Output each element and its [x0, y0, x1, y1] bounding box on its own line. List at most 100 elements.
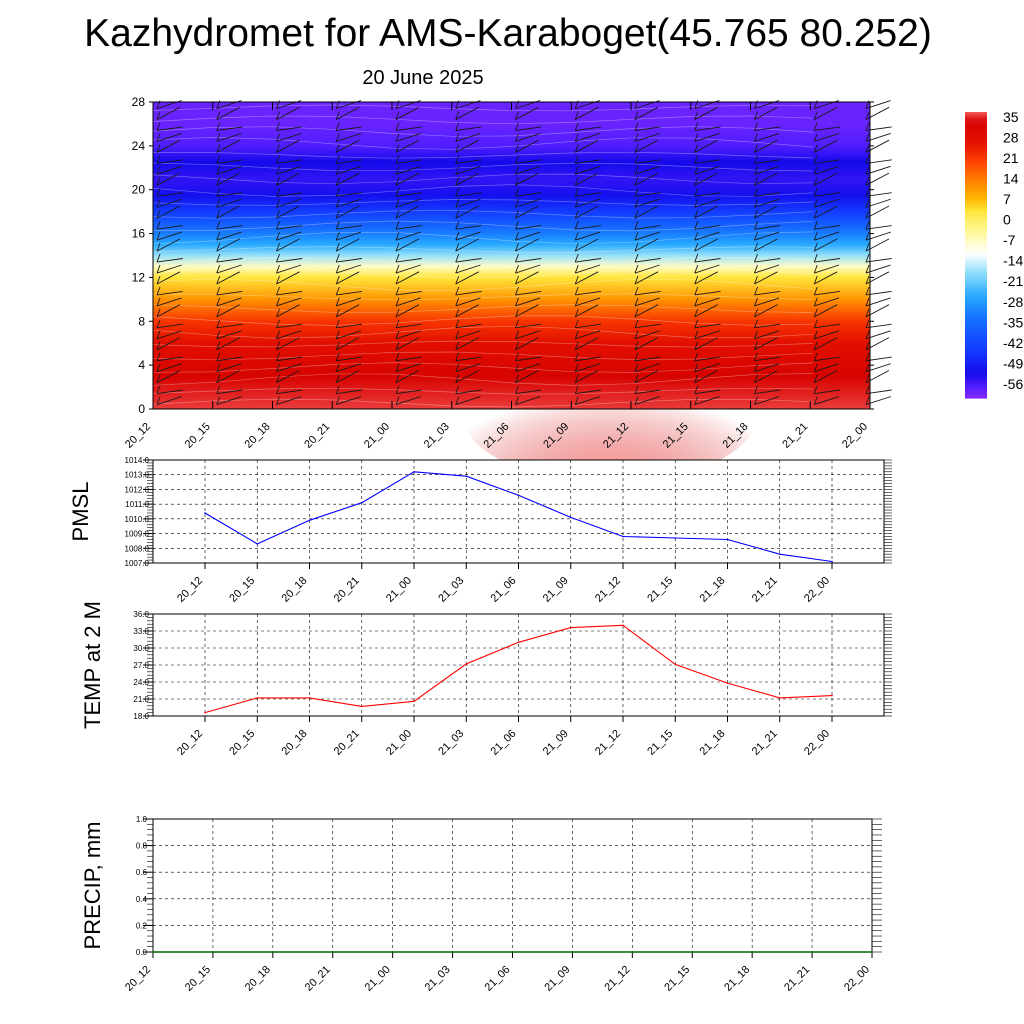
- wind-barb-flag: [455, 253, 460, 263]
- wind-barb: [754, 356, 781, 362]
- wind-barb-flag: [395, 133, 400, 142]
- wind-barb-flag: [754, 122, 758, 131]
- wind-barb: [455, 132, 481, 142]
- wind-barb-flag: [574, 330, 579, 339]
- wind-barb-flag: [694, 264, 699, 274]
- wind-barb: [694, 225, 721, 230]
- wind-barb-flag: [694, 286, 699, 296]
- wind-barb-flag: [694, 231, 699, 241]
- precip-data-point: [332, 951, 334, 953]
- wind-barb-flag: [335, 396, 340, 405]
- wind-barb-flag: [694, 221, 699, 230]
- temp-2m-data-point: [831, 694, 833, 697]
- x-tick-label: 21_15: [645, 575, 675, 605]
- wind-barb: [455, 231, 481, 241]
- wind-barb-flag: [335, 253, 340, 263]
- wind-barb: [156, 205, 181, 219]
- wind-barb-flag: [216, 188, 221, 197]
- wind-barb-flag: [813, 297, 818, 307]
- wind-barb: [515, 389, 542, 395]
- wind-barb-flag: [216, 122, 221, 131]
- wind-barb-flag: [455, 155, 460, 164]
- wind-barb-flag: [276, 253, 280, 263]
- y-tick-label: 0.4: [136, 895, 148, 904]
- wind-barb-flag: [455, 374, 460, 383]
- wind-barb: [634, 297, 660, 307]
- wind-barb-flag: [634, 188, 639, 197]
- wind-barb: [694, 258, 721, 263]
- wind-barb-flag: [694, 210, 699, 219]
- x-tick-label: 21_00: [384, 575, 414, 605]
- colorbar-label: 28: [1003, 130, 1019, 146]
- wind-barb-flag: [216, 363, 221, 372]
- wind-barb-flag: [335, 144, 340, 153]
- wind-barb: [515, 132, 541, 142]
- wind-barb: [754, 165, 780, 175]
- wind-barb-flag: [865, 363, 870, 372]
- wind-barb-flag: [395, 199, 400, 208]
- wind-barb: [455, 323, 482, 329]
- x-tick-label: 21_12: [602, 964, 632, 994]
- wind-barb-flag: [754, 308, 758, 318]
- wind-barb-flag: [813, 188, 818, 197]
- wind-barb-flag: [156, 133, 161, 142]
- wind-barb-flag: [455, 341, 460, 350]
- wind-barb-flag: [335, 210, 340, 219]
- wind-barb: [754, 139, 778, 153]
- wind-barb-flag: [276, 177, 280, 186]
- wind-barb: [216, 159, 243, 164]
- wind-barb-flag: [455, 352, 460, 361]
- wind-barb: [276, 205, 300, 219]
- wind-barb: [575, 370, 599, 384]
- precip-data-point: [511, 951, 514, 953]
- wind-barb: [156, 271, 181, 285]
- wind-barb-flag: [754, 363, 758, 372]
- wind-barb-flag: [156, 330, 161, 339]
- x-tick-label: 20_12: [175, 728, 205, 758]
- wind-barb: [336, 225, 363, 230]
- x-tick-label: 21_15: [662, 964, 692, 994]
- wind-barb-flag: [216, 221, 221, 230]
- wind-barb-flag: [216, 385, 221, 394]
- wind-barb: [336, 172, 360, 186]
- wind-barb: [694, 159, 721, 164]
- wind-barb-flag: [574, 188, 579, 197]
- wind-barb-flag: [455, 188, 460, 197]
- wind-barb-flag: [865, 319, 870, 329]
- wind-barb: [814, 337, 838, 351]
- y-tick-label: 24: [132, 139, 146, 153]
- wind-barb-flag: [156, 396, 161, 405]
- wind-barb-flag: [634, 396, 639, 405]
- wind-barb: [156, 290, 183, 296]
- wind-barb-flag: [395, 341, 400, 350]
- wind-barb-flag: [865, 330, 870, 339]
- wind-barb: [156, 396, 182, 406]
- wind-barb-flag: [754, 231, 758, 241]
- wind-barb-flag: [634, 319, 639, 329]
- wind-barb: [694, 172, 718, 186]
- wind-barb: [694, 356, 721, 362]
- wind-barb: [575, 139, 599, 153]
- wind-barb: [754, 290, 781, 296]
- wind-barb-flag: [813, 363, 818, 372]
- x-tick-label: 20_12: [123, 964, 153, 994]
- wind-barb: [276, 304, 300, 318]
- wind-barb-flag: [455, 330, 460, 339]
- wind-barb-flag: [515, 297, 519, 307]
- wind-barb: [634, 205, 659, 219]
- wind-barb-flag: [156, 231, 161, 241]
- wind-barb-flag: [754, 188, 758, 197]
- wind-barb-flag: [694, 166, 699, 175]
- wind-barb: [694, 132, 720, 142]
- x-tick-label: 22_00: [802, 728, 832, 758]
- wind-barb-flag: [574, 155, 579, 164]
- wind-barb: [455, 192, 482, 197]
- wind-barb-flag: [335, 166, 340, 175]
- wind-barb: [634, 356, 661, 362]
- x-tick-label: 20_21: [332, 728, 362, 758]
- wind-barb: [754, 231, 780, 241]
- temp-2m-data-point: [726, 682, 729, 684]
- wind-barb-flag: [574, 221, 579, 230]
- pmsl-data-point: [674, 537, 677, 539]
- wind-barb-flag: [515, 188, 519, 197]
